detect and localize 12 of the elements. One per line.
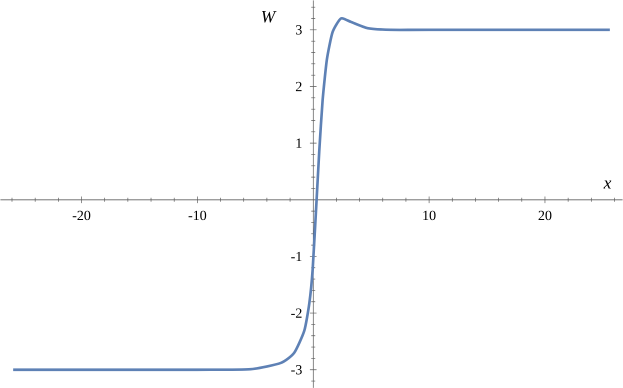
x-tick-label: 10 [423, 210, 436, 220]
y-tick-label: -3 [291, 364, 302, 374]
y-tick-label: -1 [291, 252, 302, 261]
y-tick-label: 2 [296, 82, 302, 91]
x-tick-label: -10 [188, 210, 206, 220]
y-tick-label: 1 [296, 138, 302, 148]
x-tick-label: 20 [538, 210, 552, 220]
x-axis-title: x [603, 180, 612, 188]
x-tick-label: -20 [72, 210, 90, 220]
y-tick-label: 3 [296, 25, 302, 34]
y-axis-title: W [262, 10, 277, 22]
y-tick-label: -2 [291, 308, 302, 318]
